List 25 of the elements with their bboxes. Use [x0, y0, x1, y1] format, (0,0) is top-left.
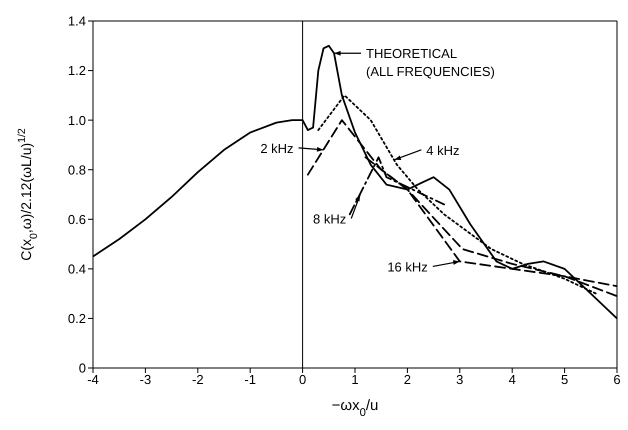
y-tick-label: 0.4 [68, 261, 86, 276]
x-tick-label: 6 [613, 372, 621, 388]
annotation: THEORETICAL (ALL FREQUENCIES) [366, 46, 495, 80]
annotation: 4 kHz [426, 142, 460, 158]
annotation: 2 kHz [260, 140, 294, 156]
x-axis-title: −ωx$_{0}$/u [332, 397, 378, 419]
y-tick-label: 0.2 [68, 311, 86, 326]
y-tick-label: 1.2 [68, 63, 86, 78]
annotation: 8 kHz [313, 212, 346, 226]
y-tick-label: 0 [78, 360, 86, 376]
y-tick-label: 1.0 [68, 112, 86, 128]
x-tick-label: -4 [87, 372, 99, 388]
x-tick-label: 4 [508, 372, 516, 388]
x-tick-label: 2 [404, 372, 412, 388]
x-tick-label: -2 [192, 372, 204, 388]
x-tick-label: 3 [456, 372, 464, 388]
y-tick-label: 0.8 [68, 162, 86, 178]
x-tick-label: -1 [244, 372, 256, 388]
y-tick-label: 0.6 [68, 212, 86, 227]
x-tick-label: -3 [140, 372, 152, 388]
x-tick-label: 0 [298, 372, 306, 388]
x-tick-label: 1 [351, 372, 359, 388]
annotation: 16 kHz [387, 259, 428, 274]
x-tick-label: 5 [560, 372, 568, 388]
y-tick-label: 1.4 [68, 14, 86, 29]
